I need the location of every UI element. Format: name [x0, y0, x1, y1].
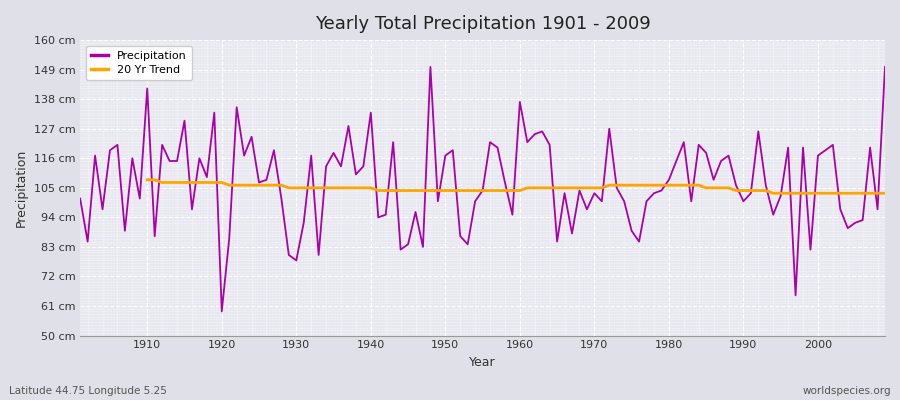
- Precipitation: [529, 132, 540, 136]
- Text: Latitude 44.75 Longitude 5.25: Latitude 44.75 Longitude 5.25: [9, 386, 166, 396]
- Precipitation: [879, 64, 890, 69]
- Precipitation: [216, 309, 227, 314]
- Precipitation: [75, 196, 86, 201]
- Line: Precipitation: Precipitation: [80, 67, 885, 312]
- Precipitation: [350, 172, 361, 177]
- Line: 20 Yr Trend: 20 Yr Trend: [148, 180, 885, 193]
- Legend: Precipitation, 20 Yr Trend: Precipitation, 20 Yr Trend: [86, 46, 192, 80]
- 20 Yr Trend: [827, 191, 838, 196]
- 20 Yr Trend: [850, 191, 860, 196]
- Precipitation: [134, 196, 145, 201]
- 20 Yr Trend: [284, 186, 294, 190]
- 20 Yr Trend: [313, 186, 324, 190]
- Y-axis label: Precipitation: Precipitation: [15, 149, 28, 227]
- Precipitation: [425, 64, 436, 69]
- 20 Yr Trend: [522, 186, 533, 190]
- Precipitation: [306, 153, 317, 158]
- 20 Yr Trend: [768, 191, 778, 196]
- X-axis label: Year: Year: [469, 356, 496, 369]
- 20 Yr Trend: [879, 191, 890, 196]
- Precipitation: [522, 140, 533, 144]
- Precipitation: [619, 199, 630, 204]
- 20 Yr Trend: [142, 177, 153, 182]
- 20 Yr Trend: [581, 186, 592, 190]
- Title: Yearly Total Precipitation 1901 - 2009: Yearly Total Precipitation 1901 - 2009: [315, 15, 651, 33]
- Text: worldspecies.org: worldspecies.org: [803, 386, 891, 396]
